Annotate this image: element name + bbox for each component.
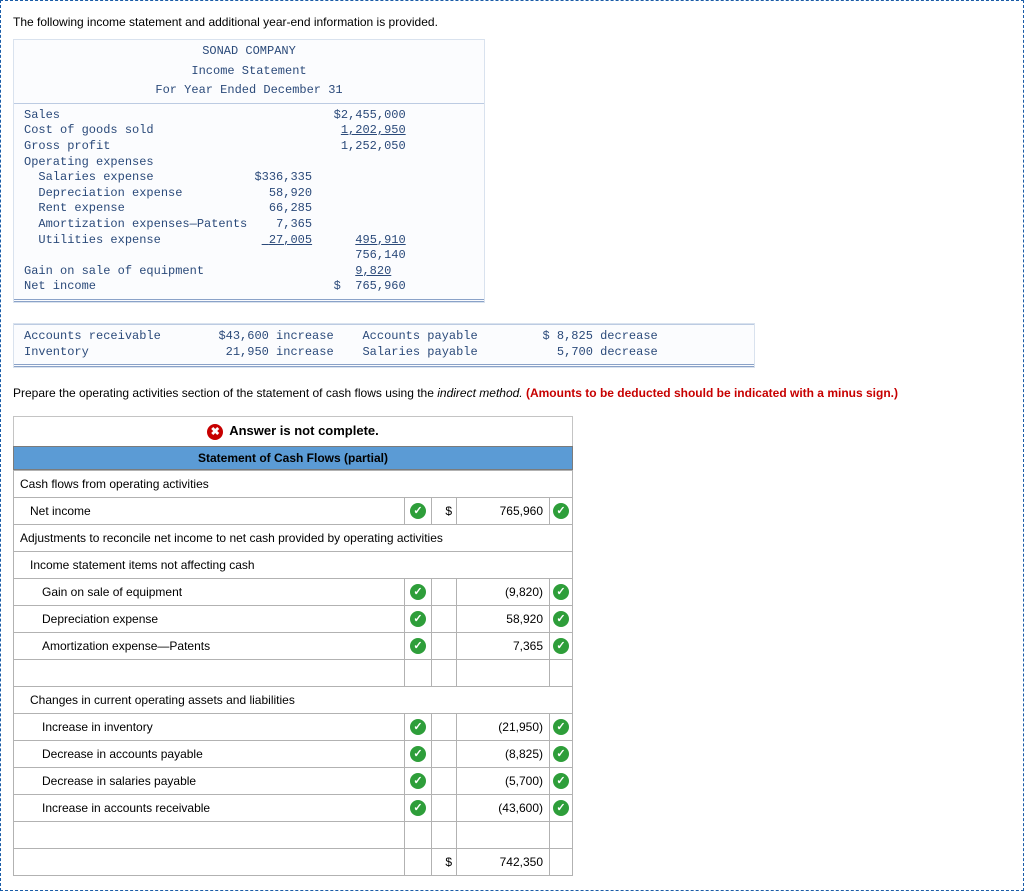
table-row xyxy=(14,659,573,686)
table-row: Gain on sale of equipment ✓ (9,820) ✓ xyxy=(14,578,573,605)
check-icon: ✓ xyxy=(410,503,426,519)
question-text: Prepare the operating activities section… xyxy=(13,386,1011,400)
check-icon: ✓ xyxy=(410,611,426,627)
check-icon: ✓ xyxy=(553,503,569,519)
table-row: Cash flows from operating activities xyxy=(14,470,573,497)
check-icon: ✓ xyxy=(410,638,426,654)
cash-flow-table: Cash flows from operating activities Net… xyxy=(13,470,573,876)
income-statement-block: SONAD COMPANY Income Statement For Year … xyxy=(13,39,485,303)
is-period: For Year Ended December 31 xyxy=(14,79,484,103)
check-icon: ✓ xyxy=(553,800,569,816)
check-icon: ✓ xyxy=(553,773,569,789)
check-icon: ✓ xyxy=(553,719,569,735)
table-row: Increase in inventory ✓ (21,950) ✓ xyxy=(14,713,573,740)
changes-block: Accounts receivable $43,600 increase Acc… xyxy=(13,323,755,368)
table-row: Depreciation expense ✓ 58,920 ✓ xyxy=(14,605,573,632)
table-row xyxy=(14,821,573,848)
check-icon: ✓ xyxy=(553,638,569,654)
check-icon: ✓ xyxy=(410,584,426,600)
check-icon: ✓ xyxy=(410,773,426,789)
check-icon: ✓ xyxy=(553,584,569,600)
table-row: Decrease in accounts payable ✓ (8,825) ✓ xyxy=(14,740,573,767)
x-icon: ✖ xyxy=(207,424,223,440)
cf-title: Statement of Cash Flows (partial) xyxy=(13,446,573,470)
changes-rows: Accounts receivable $43,600 increase Acc… xyxy=(14,325,754,364)
table-row: Amortization expense—Patents ✓ 7,365 ✓ xyxy=(14,632,573,659)
table-row: Income statement items not affecting cas… xyxy=(14,551,573,578)
table-row: Net income ✓ $ 765,960 ✓ xyxy=(14,497,573,524)
table-row: Adjustments to reconcile net income to n… xyxy=(14,524,573,551)
check-icon: ✓ xyxy=(410,719,426,735)
table-row: Decrease in salaries payable ✓ (5,700) ✓ xyxy=(14,767,573,794)
check-icon: ✓ xyxy=(553,746,569,762)
intro-text: The following income statement and addit… xyxy=(13,15,1011,29)
table-row: Changes in current operating assets and … xyxy=(14,686,573,713)
check-icon: ✓ xyxy=(410,746,426,762)
page-container: The following income statement and addit… xyxy=(0,0,1024,891)
is-rows: Sales $2,455,000 Cost of goods sold 1,20… xyxy=(14,104,484,299)
answer-banner: ✖Answer is not complete. xyxy=(13,416,573,446)
answer-wrap: ✖Answer is not complete. Statement of Ca… xyxy=(13,416,573,876)
check-icon: ✓ xyxy=(410,800,426,816)
check-icon: ✓ xyxy=(553,611,569,627)
table-row: $ 742,350 xyxy=(14,848,573,875)
table-row: Increase in accounts receivable ✓ (43,60… xyxy=(14,794,573,821)
